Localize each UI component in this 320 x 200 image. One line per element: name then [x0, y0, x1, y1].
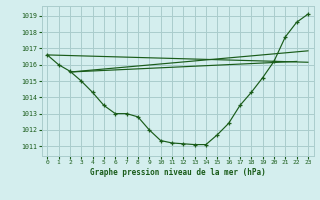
X-axis label: Graphe pression niveau de la mer (hPa): Graphe pression niveau de la mer (hPa): [90, 168, 266, 177]
